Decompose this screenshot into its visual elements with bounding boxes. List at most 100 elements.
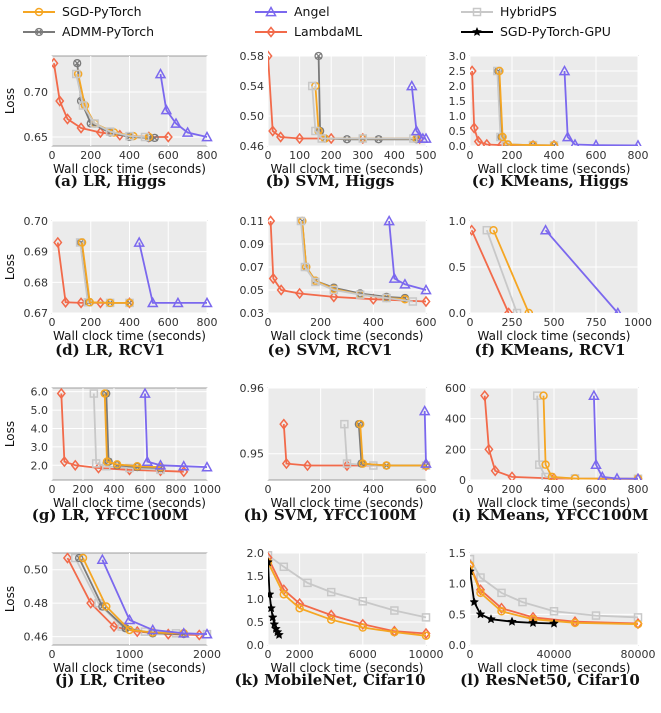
x-tick-label: 800 bbox=[628, 149, 649, 162]
x-tick-label: 600 bbox=[158, 316, 179, 329]
y-tick-label: 0 bbox=[459, 474, 466, 487]
legend-label: Angel bbox=[294, 4, 330, 19]
marker-sgd-pytorch bbox=[105, 298, 115, 308]
x-tick-label: 2000 bbox=[286, 648, 314, 661]
series-line-sgd-pytorch bbox=[103, 393, 161, 468]
marker-sgd-pytorch bbox=[382, 461, 391, 470]
marker-sgd-pytorch-gpu bbox=[268, 557, 273, 567]
y-tick-label: 0.67 bbox=[24, 307, 49, 320]
marker-lambdaml bbox=[480, 389, 490, 402]
x-tick-label: 0 bbox=[467, 316, 474, 329]
marker-hybridps bbox=[472, 7, 482, 16]
series-line-sgd-pytorch bbox=[268, 561, 427, 637]
x-tick-label: 800 bbox=[197, 316, 218, 329]
marker-hybridps bbox=[358, 134, 368, 143]
marker-hybridps bbox=[497, 588, 506, 598]
marker-sgd-pytorch bbox=[295, 603, 304, 613]
marker-hybridps bbox=[326, 587, 336, 597]
y-tick-label: 0.0 bbox=[247, 639, 265, 652]
marker-lambdaml bbox=[281, 457, 291, 470]
chart-caption: (b) SVM, Higgs bbox=[265, 172, 395, 190]
marker-hybridps bbox=[408, 297, 418, 306]
marker-hybridps bbox=[307, 81, 317, 91]
x-tick-label: 0 bbox=[265, 149, 272, 162]
marker-angel bbox=[139, 387, 151, 398]
marker-lambdaml bbox=[302, 459, 313, 472]
series-line-hybridps bbox=[268, 554, 427, 619]
marker-angel bbox=[418, 404, 431, 416]
x-tick-label: 200 bbox=[80, 149, 101, 162]
marker-lambdaml bbox=[163, 131, 173, 143]
x-tick-label: 200 bbox=[73, 483, 94, 496]
x-axis-label: Wall clock time (seconds) bbox=[478, 329, 631, 343]
chart-panel-c: 0 200 400 600 800 0.0 0.5 1.0 1.5 2.0 2.5 3.0 Wall c… bbox=[440, 46, 660, 211]
marker-angel bbox=[154, 459, 167, 470]
y-tick-label: 0.70 bbox=[24, 86, 49, 99]
marker-hybridps bbox=[78, 101, 88, 110]
marker-lambdaml bbox=[368, 293, 378, 305]
marker-angel bbox=[592, 139, 600, 146]
series-line-angel bbox=[544, 229, 619, 313]
x-tick-label: 10000 bbox=[409, 648, 444, 661]
marker-sgd-pytorch bbox=[470, 561, 475, 570]
x-tick-label: 800 bbox=[197, 149, 218, 162]
x-tick-label: 0 bbox=[265, 648, 272, 661]
series-line-angel bbox=[423, 410, 427, 464]
y-tick-label: 0.07 bbox=[240, 261, 265, 274]
series-line-sgd-pytorch bbox=[492, 229, 530, 313]
marker-hybridps bbox=[140, 132, 150, 142]
series-line-sgd-pytorch bbox=[470, 564, 639, 625]
x-tick-label: 200 bbox=[502, 149, 523, 162]
x-axis-label: Wall clock time (seconds) bbox=[271, 496, 424, 510]
marker-angel bbox=[201, 130, 213, 142]
series-line-sgd-pytorch bbox=[82, 557, 184, 635]
chart-g: 0 200 400 600 800 1000 2.0 3.0 4.0 5.0 6.0 Wall clo… bbox=[3, 386, 221, 510]
marker-angel bbox=[181, 126, 194, 137]
marker-sgd-pytorch bbox=[78, 553, 88, 563]
marker-angel bbox=[634, 139, 642, 146]
marker-sgd-pytorch bbox=[570, 474, 580, 480]
marker-sgd-pytorch bbox=[528, 140, 538, 146]
x-tick-label: 250 bbox=[502, 316, 523, 329]
x-tick-label: 600 bbox=[586, 483, 607, 496]
marker-sgd-pytorch bbox=[358, 623, 368, 632]
x-tick-label: 200 bbox=[502, 483, 523, 496]
x-tick-label: 600 bbox=[135, 483, 156, 496]
marker-angel bbox=[201, 296, 213, 308]
x-tick-label: 100 bbox=[289, 149, 310, 162]
chart-panel-e: 0 200 400 600 0.03 0.05 0.07 0.09 0.11 Wall clock… bbox=[220, 215, 440, 380]
marker-lambdaml bbox=[507, 471, 517, 480]
y-tick-label: 0.5 bbox=[247, 616, 265, 629]
marker-lambdaml bbox=[53, 236, 63, 249]
marker-sgd-pytorch-gpu bbox=[475, 609, 486, 619]
x-tick-label: 6000 bbox=[349, 648, 377, 661]
marker-admm-pytorch bbox=[314, 51, 323, 61]
marker-lambdaml bbox=[268, 50, 273, 62]
marker-hybridps bbox=[102, 461, 111, 471]
series-line-angel bbox=[101, 559, 208, 635]
marker-hybridps bbox=[91, 459, 101, 468]
marker-hybridps bbox=[296, 216, 306, 226]
marker-angel bbox=[160, 103, 173, 115]
marker-angel bbox=[388, 272, 401, 283]
legend-item-sgd-pytorch-gpu: SGD-PyTorch-GPU bbox=[460, 24, 611, 39]
y-tick-label: 0.0 bbox=[449, 639, 467, 652]
marker-sgd-pytorch-gpu bbox=[528, 617, 538, 628]
marker-sgd-pytorch bbox=[497, 607, 506, 616]
x-tick-label: 600 bbox=[586, 149, 607, 162]
y-tick-label: 1.0 bbox=[449, 110, 467, 123]
chart-panel-a: 0 200 400 600 800 0.65 0.70 Wall clock time (se… bbox=[0, 46, 220, 211]
marker-lambdaml bbox=[549, 139, 559, 146]
x-tick-label: 750 bbox=[586, 316, 607, 329]
y-tick-label: 400 bbox=[445, 413, 466, 426]
y-tick-label: 1.0 bbox=[449, 215, 467, 228]
x-tick-label: 400 bbox=[544, 149, 565, 162]
y-tick-label: 0.95 bbox=[240, 448, 265, 461]
legend-item-admm-pytorch: ADMM-PyTorch bbox=[22, 24, 154, 39]
x-axis-label: Wall clock time (seconds) bbox=[271, 329, 424, 343]
marker-sgd-pytorch bbox=[358, 459, 368, 468]
chart-panel-f: 0 250 500 750 1000 0.0 0.5 1.0 Wall clock time (… bbox=[440, 215, 660, 380]
marker-sgd-pytorch bbox=[498, 132, 507, 142]
marker-lambdaml bbox=[470, 559, 475, 571]
